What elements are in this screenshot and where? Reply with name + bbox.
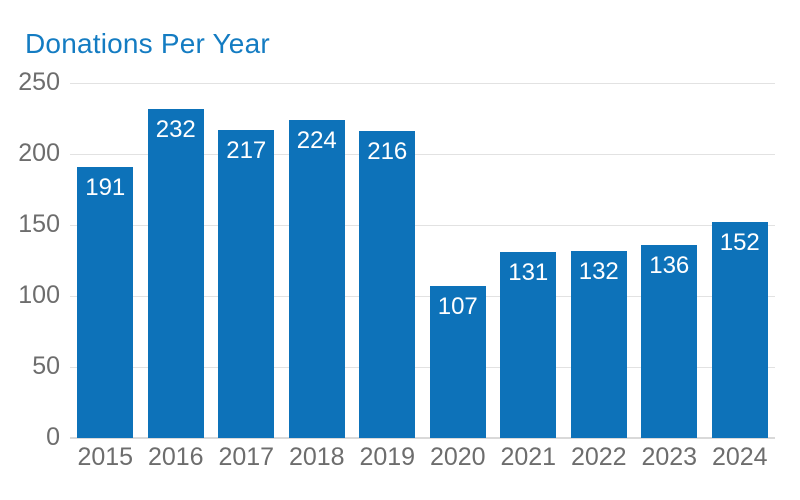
x-axis-tick-label: 2015 [77, 443, 134, 471]
bar-value-label: 136 [649, 251, 690, 279]
x-axis-tick-label: 2018 [288, 443, 345, 471]
bar-2021: 131 [500, 251, 557, 438]
x-axis-tick-label: 2020 [429, 443, 486, 471]
gridline [70, 367, 775, 368]
x-axis-tick-label: 2022 [570, 443, 627, 471]
bar-value-label: 132 [578, 257, 619, 285]
x-axis-tick-label: 2019 [359, 443, 416, 471]
gridline [70, 83, 775, 84]
bar-2022: 132 [570, 250, 627, 438]
bar-value-label: 152 [719, 229, 760, 257]
y-axis-tick-label: 100 [18, 281, 60, 309]
gridline [70, 154, 775, 155]
bar-2019: 216 [359, 131, 416, 438]
bar-value-label: 224 [296, 126, 337, 154]
x-axis-tick-label: 2017 [218, 443, 275, 471]
y-axis-tick-label: 200 [18, 139, 60, 167]
chart-title: Donations Per Year [25, 28, 270, 59]
bar-2024: 152 [711, 222, 768, 438]
gridline [70, 225, 775, 226]
bar-value-label: 216 [367, 138, 408, 166]
bar-2020: 107 [429, 286, 486, 438]
x-axis-line [70, 437, 775, 439]
bar-value-label: 217 [226, 136, 267, 164]
bar-2018: 224 [288, 119, 345, 438]
x-axis-tick-label: 2024 [711, 443, 768, 471]
y-axis-tick-label: 50 [32, 352, 60, 380]
gridline [70, 296, 775, 297]
bar-2016: 232 [147, 108, 204, 438]
bar-2023: 136 [641, 244, 698, 438]
bar-value-label: 107 [437, 293, 478, 321]
bar-2017: 217 [218, 129, 275, 438]
x-axis-tick-label: 2023 [641, 443, 698, 471]
y-axis-tick-label: 150 [18, 210, 60, 238]
y-axis-tick-label: 0 [46, 423, 60, 451]
x-axis-tick-label: 2021 [500, 443, 557, 471]
bar-value-label: 232 [155, 115, 196, 143]
x-axis-tick-label: 2016 [147, 443, 204, 471]
y-axis-tick-label: 250 [18, 68, 60, 96]
bar-value-label: 191 [85, 173, 126, 201]
bar-2015: 191 [77, 166, 134, 438]
bar-value-label: 131 [508, 258, 549, 286]
